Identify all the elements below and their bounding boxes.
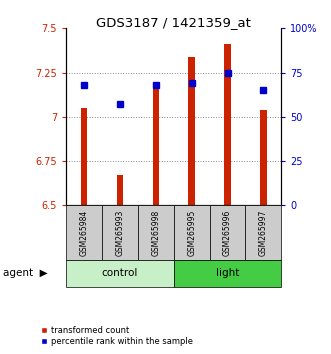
Text: light: light [216,268,239,279]
Bar [188,57,195,205]
Bar [81,108,87,205]
Text: GSM265993: GSM265993 [116,210,124,256]
Text: GSM265995: GSM265995 [187,210,196,256]
Legend: transformed count, percentile rank within the sample: transformed count, percentile rank withi… [37,322,196,349]
Text: GSM265984: GSM265984 [80,210,89,256]
Text: agent  ▶: agent ▶ [3,268,48,279]
Text: GSM265997: GSM265997 [259,210,268,256]
Bar [117,175,123,205]
Bar [153,83,159,205]
Text: GDS3187 / 1421359_at: GDS3187 / 1421359_at [96,16,251,29]
Text: control: control [102,268,138,279]
Bar [260,110,267,205]
Text: GSM265996: GSM265996 [223,210,232,256]
Text: GSM265998: GSM265998 [151,210,160,256]
Bar [224,44,231,205]
